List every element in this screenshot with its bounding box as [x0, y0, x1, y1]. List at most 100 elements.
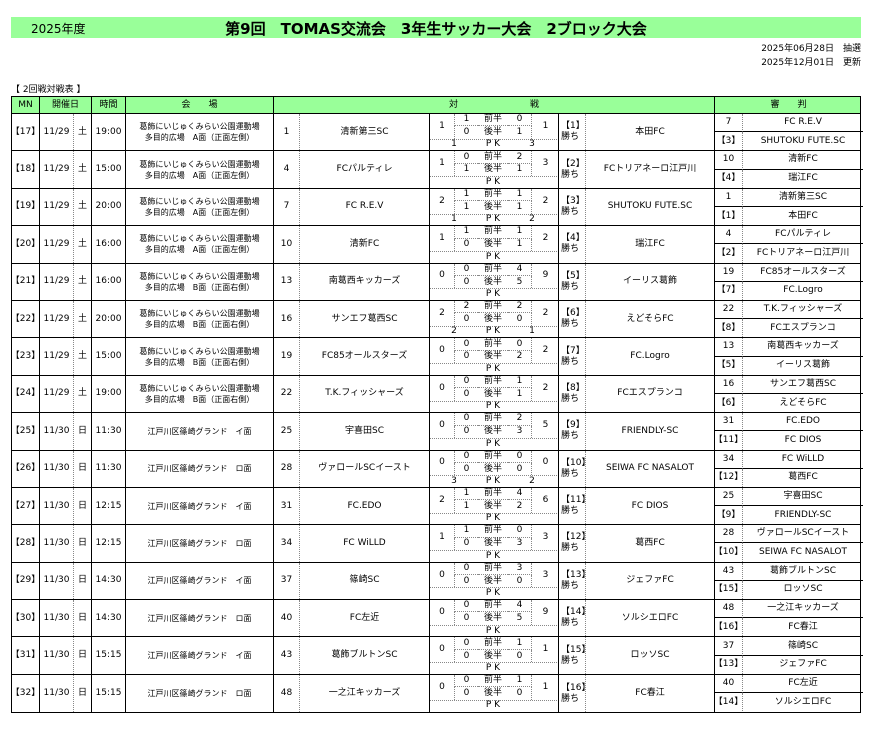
match-row: 【18】 11/29 土 15:00 葛飾にいじゅくみらい公園運動場 多目的広場 A面（正…	[11, 151, 863, 189]
referee-1-num: 37	[715, 637, 742, 656]
total-left: 2	[439, 307, 445, 318]
match-number: 【31】	[10, 650, 41, 661]
match-time: 15:00	[91, 151, 125, 188]
match-row: 【25】 11/30 日 11:30 江戸川区篠崎グランド イ面 25 宇喜田SC 0 0 前半 2…	[11, 413, 863, 451]
second-half-left: 0	[454, 575, 478, 588]
venue-line-1: 江戸川区篠崎グランド イ面	[147, 501, 252, 511]
venue-line-2: 多目的広場 B面（正面右側）	[144, 320, 255, 330]
match-number: 【27】	[10, 500, 41, 511]
second-half-label: 後半	[483, 426, 502, 437]
venue-line-1: 江戸川区篠崎グランド イ面	[147, 651, 252, 661]
referee-2-team: えどそらFC	[742, 393, 863, 413]
referee-2-team: SHUTOKU FUTE.SC	[742, 132, 863, 151]
referee-2-num: 【4】	[716, 173, 741, 184]
winner-text: 勝ち	[561, 655, 580, 666]
referee-block: 10 清新FC 【4】 瑞江FC	[714, 151, 863, 188]
referee-1-team: FC.EDO	[742, 413, 863, 432]
first-half-left: 0	[454, 263, 478, 276]
opponent-team: FC春江	[585, 674, 714, 713]
second-half-left: 0	[454, 388, 478, 401]
winner-label: 【4】 勝ち	[558, 226, 585, 263]
referee-1-num: 13	[715, 338, 742, 357]
second-half-right: 0	[508, 313, 532, 326]
winner-match-ref: 【4】	[561, 233, 585, 244]
match-number: 【29】	[10, 575, 41, 586]
pk-right	[520, 662, 544, 674]
referee-1-team: FC左近	[742, 674, 863, 694]
team-seed: 13	[273, 263, 299, 300]
pk-divider	[430, 138, 559, 140]
first-half-left: 0	[454, 413, 478, 426]
pk-right	[520, 363, 544, 375]
referee-2-team: SEIWA FC NASALOT	[742, 543, 863, 562]
match-date: 11/30	[39, 674, 73, 713]
referee-2-team: ロッソSC	[742, 580, 863, 600]
team-name: 一之江キッカーズ	[299, 674, 429, 713]
second-half-right: 1	[508, 126, 532, 139]
team-seed: 19	[273, 338, 299, 375]
total-left: 0	[439, 420, 445, 431]
winner-label: 【5】 勝ち	[558, 263, 585, 300]
second-half-label: 後半	[483, 314, 502, 325]
match-number: 【22】	[10, 313, 41, 324]
referee-1-team: 一之江キッカーズ	[742, 600, 863, 619]
match-date: 11/30	[39, 600, 73, 637]
match-date: 11/29	[39, 151, 73, 188]
venue: 葛飾にいじゅくみらい公園運動場 多目的広場 A面（正面左側）	[125, 188, 273, 226]
match-number: 【26】	[10, 463, 41, 474]
col-date: 開催日	[39, 97, 91, 113]
pk-divider	[430, 587, 559, 589]
second-half-left: 0	[454, 313, 478, 326]
total-right: 3	[542, 532, 549, 543]
match-weekday: 日	[73, 674, 91, 713]
team-name: サンエフ葛西SC	[299, 300, 429, 338]
first-half-left: 1	[454, 188, 478, 202]
referee-1-num: 48	[715, 600, 742, 619]
team-seed: 1	[273, 114, 299, 151]
total-right: 9	[542, 606, 549, 617]
match-date: 11/30	[39, 637, 73, 674]
total-right: 2	[542, 345, 549, 356]
total-left: 0	[439, 457, 445, 468]
match-weekday: 日	[73, 637, 91, 674]
referee-block: 28 ヴァロールSCイースト 【10】 SEIWA FC NASALOT	[714, 525, 863, 562]
pk-divider	[430, 437, 559, 439]
pk-label: P K	[485, 401, 501, 412]
total-left: 1	[439, 120, 445, 131]
referee-2-num: 【5】	[716, 360, 741, 371]
opponent-team: イーリス葛飾	[585, 263, 714, 300]
venue-line-2: 多目的広場 A面（正面左側）	[144, 245, 255, 255]
second-half-left: 0	[454, 350, 478, 364]
first-half-left: 1	[454, 487, 478, 501]
winner-text: 勝ち	[561, 281, 580, 292]
first-half-right: 1	[508, 188, 532, 202]
referee-2-num: 【3】	[716, 135, 741, 146]
referee-block: 13 南葛西キッカーズ 【5】 イーリス葛飾	[714, 338, 863, 375]
col-mn: MN	[18, 99, 33, 110]
venue: 葛飾にいじゅくみらい公園運動場 多目的広場 B面（正面右側）	[125, 375, 273, 413]
first-half-label: 前半	[478, 376, 508, 389]
referee-1-team: 清新第三SC	[742, 188, 863, 207]
first-half-right: 0	[508, 525, 532, 538]
referee-1-num: 43	[715, 563, 742, 581]
team-name: ヴァロールSCイースト	[299, 450, 429, 487]
total-left: 0	[439, 606, 445, 617]
pk-label: P K	[485, 513, 501, 524]
winner-text: 勝ち	[561, 618, 580, 629]
total-left: 1	[439, 532, 445, 543]
team-name: FC左近	[299, 600, 429, 637]
total-right: 2	[542, 382, 549, 393]
referee-1-team: 宇喜田SC	[742, 487, 863, 507]
referee-2-num: 【8】	[716, 322, 741, 333]
venue-line-1: 葛飾にいじゅくみらい公園運動場	[139, 122, 260, 132]
referee-2-num: 【15】	[713, 584, 744, 595]
match-time: 20:00	[91, 188, 125, 226]
pk-left	[442, 363, 466, 375]
venue-line-1: 江戸川区篠崎グランド イ面	[147, 576, 252, 586]
winner-match-ref: 【15】	[561, 644, 591, 655]
second-half-right: 3	[508, 537, 532, 551]
first-half-label: 前半	[478, 451, 508, 463]
referee-2-team: FC.Logro	[742, 281, 863, 300]
referee-1-team: FC WiLLD	[742, 450, 863, 469]
